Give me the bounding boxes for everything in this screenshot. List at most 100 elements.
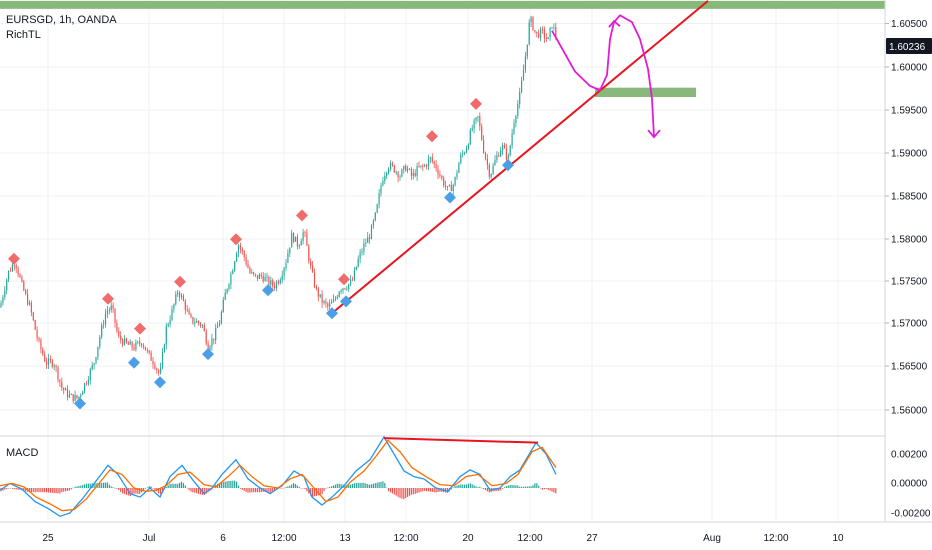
candle-body xyxy=(51,360,53,367)
candle-body xyxy=(477,116,479,118)
candle-body xyxy=(169,319,171,325)
candle-body xyxy=(251,272,253,274)
histogram-bar xyxy=(199,488,202,495)
candle-body xyxy=(530,17,532,23)
candle-body xyxy=(8,270,10,280)
histogram-bar xyxy=(32,488,34,493)
candle-body xyxy=(106,310,108,314)
histogram-bar xyxy=(116,488,118,489)
candle-body xyxy=(496,155,498,160)
histogram-bar xyxy=(336,483,338,488)
time-tick-label: Aug xyxy=(703,533,721,544)
histogram-bar xyxy=(530,486,532,488)
histogram-bar xyxy=(458,484,460,488)
histogram-bar xyxy=(536,483,538,488)
histogram-bar xyxy=(380,481,382,488)
histogram-bar xyxy=(72,487,74,489)
histogram-bar xyxy=(484,488,487,491)
candle-body xyxy=(89,369,91,380)
histogram-bar xyxy=(205,488,207,494)
candle-body xyxy=(426,165,428,167)
candle-body xyxy=(467,144,469,149)
candle-body xyxy=(521,80,523,93)
pivot-high-marker xyxy=(338,273,350,286)
candle-body xyxy=(163,344,165,353)
histogram-bar xyxy=(351,483,354,488)
candle-body xyxy=(260,274,262,277)
histogram-bar xyxy=(55,488,57,494)
candle-body xyxy=(17,268,19,275)
candle-body xyxy=(391,163,393,166)
histogram-bar xyxy=(30,488,32,492)
histogram-bar xyxy=(101,482,103,488)
candle-body xyxy=(47,358,50,365)
candle-body xyxy=(302,232,304,241)
candle-body xyxy=(454,177,456,186)
candle-body xyxy=(66,388,69,397)
candle-body xyxy=(437,168,439,175)
histogram-bar xyxy=(486,488,488,492)
histogram-bar xyxy=(505,486,507,488)
histogram-bar xyxy=(154,488,156,490)
candle-body xyxy=(160,367,162,373)
histogram-bar xyxy=(517,485,519,488)
candle-body xyxy=(522,69,525,81)
candle-body xyxy=(131,341,133,348)
candle-body xyxy=(234,261,236,271)
histogram-bar xyxy=(182,483,184,488)
histogram-bar xyxy=(293,483,295,488)
candle-body xyxy=(217,326,219,329)
histogram-bar xyxy=(405,488,407,499)
candle-body xyxy=(429,157,431,159)
candle-body xyxy=(359,252,361,259)
candle-body xyxy=(137,341,139,343)
price-axis-bg xyxy=(885,0,932,550)
histogram-bar xyxy=(34,488,36,493)
pivot-high-marker xyxy=(174,275,186,288)
histogram-bar xyxy=(426,488,428,492)
histogram-bar xyxy=(325,488,327,489)
candle-body xyxy=(85,383,88,385)
pivot-high-marker xyxy=(426,130,438,143)
histogram-bar xyxy=(47,488,50,493)
candle-body xyxy=(258,274,260,279)
histogram-bar xyxy=(547,488,549,490)
candle-body xyxy=(431,157,433,162)
candle-body xyxy=(483,139,485,153)
histogram-bar xyxy=(226,481,228,488)
histogram-bar xyxy=(410,488,412,495)
histogram-bar xyxy=(511,485,513,488)
histogram-bar xyxy=(279,488,281,489)
candle-body xyxy=(509,145,511,156)
histogram-bar xyxy=(25,488,27,492)
histogram-bar xyxy=(222,481,224,488)
histogram-bar xyxy=(408,488,411,496)
candle-body xyxy=(74,394,76,401)
candle-body xyxy=(114,308,116,323)
histogram-bar xyxy=(249,488,251,493)
candle-body xyxy=(44,354,46,362)
histogram-bar xyxy=(393,488,395,495)
histogram-bar xyxy=(462,484,464,488)
histogram-bar xyxy=(386,487,388,489)
histogram-bar xyxy=(125,488,127,495)
candle-body xyxy=(0,303,2,308)
candle-body xyxy=(397,171,399,178)
time-tick-label: Jul xyxy=(143,533,156,544)
histogram-bar xyxy=(355,482,357,488)
candle-body xyxy=(332,299,335,303)
histogram-bar xyxy=(135,488,137,494)
candle-body xyxy=(82,391,84,395)
candle-body xyxy=(6,279,8,291)
histogram-bar xyxy=(264,488,266,492)
candle-body xyxy=(116,322,118,332)
histogram-bar xyxy=(475,486,477,488)
candle-body xyxy=(355,266,357,270)
candle-body xyxy=(49,358,51,361)
histogram-bar xyxy=(241,488,243,490)
histogram-bar xyxy=(203,488,205,496)
histogram-bar xyxy=(169,483,171,488)
candle-body xyxy=(78,396,80,399)
histogram-bar xyxy=(51,488,53,493)
